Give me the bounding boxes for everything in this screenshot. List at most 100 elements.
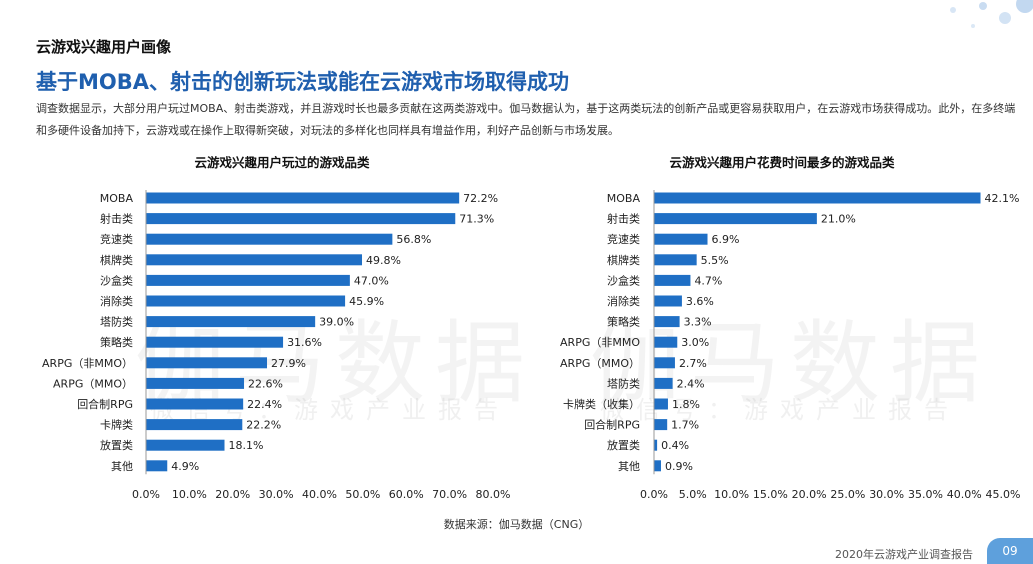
bar-11: [654, 419, 668, 431]
bar-6: [654, 316, 680, 328]
bar-12: [654, 439, 658, 451]
value-label: 0.9%: [665, 460, 693, 473]
value-label: 2.4%: [677, 377, 705, 390]
x-tick-label: 10.0%: [172, 488, 207, 501]
value-label: 49.8%: [366, 254, 401, 267]
value-label: 72.2%: [463, 192, 498, 205]
category-label: 放置类: [607, 438, 640, 452]
category-label: 其他: [618, 460, 640, 473]
section-title: 云游戏兴趣用户画像: [36, 38, 172, 56]
chart-title: 云游戏兴趣用户花费时间最多的游戏品类: [669, 155, 895, 170]
value-label: 21.0%: [821, 213, 856, 226]
report-title: 2020年云游戏产业调查报告: [835, 548, 973, 561]
value-label: 39.0%: [319, 316, 354, 329]
x-tick-label: 35.0%: [908, 488, 943, 501]
bar-0: [146, 192, 460, 204]
value-label: 6.9%: [712, 233, 740, 246]
bar-3: [654, 254, 697, 266]
bar-12: [146, 439, 225, 451]
x-tick-label: 10.0%: [714, 488, 749, 501]
category-label: 卡牌类: [100, 418, 133, 432]
x-tick-label: 30.0%: [869, 488, 904, 501]
x-tick-label: 20.0%: [792, 488, 827, 501]
value-label: 4.9%: [171, 460, 199, 473]
x-tick-label: 15.0%: [753, 488, 788, 501]
bar-8: [654, 357, 675, 369]
category-label: 其他: [111, 460, 133, 473]
category-label: MOBA: [100, 192, 134, 205]
category-label: ARPG（非MMO: [560, 336, 640, 349]
x-tick-label: 45.0%: [986, 488, 1021, 501]
category-label: 棋牌类: [100, 253, 133, 267]
bar-8: [146, 357, 268, 369]
bar-3: [146, 254, 363, 266]
bar-5: [654, 295, 682, 307]
value-label: 22.4%: [247, 398, 282, 411]
category-label: 放置类: [100, 438, 133, 452]
x-tick-label: 0.0%: [132, 488, 160, 501]
x-tick-label: 30.0%: [259, 488, 294, 501]
value-label: 4.7%: [694, 274, 722, 287]
value-label: 22.2%: [246, 419, 281, 432]
x-tick-label: 20.0%: [215, 488, 250, 501]
category-label: 卡牌类（收集）: [563, 397, 640, 411]
page-number-badge: 09: [987, 538, 1033, 564]
bar-13: [146, 460, 168, 472]
bar-9: [654, 377, 673, 389]
value-label: 18.1%: [229, 439, 264, 452]
category-label: 回合制RPG: [584, 418, 640, 432]
bar-0: [654, 192, 981, 204]
intro-paragraph: 调查数据显示，大部分用户玩过MOBA、射击类游戏，并且游戏时长也最多贡献在这两类…: [36, 102, 1016, 137]
chart-most-time-categories: 云游戏兴趣用户花费时间最多的游戏品类 MOBA 42.1% 射击类 21.0% 竞速类 6.…: [520, 150, 1033, 510]
value-label: 3.6%: [686, 295, 714, 308]
category-label: ARPG（MMO）: [560, 357, 640, 370]
x-tick-label: 80.0%: [476, 488, 511, 501]
value-label: 3.3%: [684, 316, 712, 329]
category-label: 沙盒类: [100, 273, 133, 287]
x-tick-label: 40.0%: [947, 488, 982, 501]
value-label: 71.3%: [459, 213, 494, 226]
category-label: 塔防类: [100, 315, 133, 329]
bar-4: [146, 274, 350, 286]
bar-9: [146, 377, 245, 389]
x-tick-label: 0.0%: [640, 488, 668, 501]
category-label: 消除类: [100, 294, 133, 308]
value-label: 22.6%: [248, 377, 283, 390]
category-label: MOBA: [607, 192, 641, 205]
category-label: 回合制RPG: [77, 397, 133, 411]
bar-10: [654, 398, 668, 410]
value-label: 45.9%: [349, 295, 384, 308]
page-headline: 基于MOBA、射击的创新玩法或能在云游戏市场取得成功: [36, 70, 570, 94]
bar-2: [654, 233, 708, 245]
bar-7: [654, 336, 678, 348]
value-label: 1.8%: [672, 398, 700, 411]
value-label: 31.6%: [287, 336, 322, 349]
value-label: 0.4%: [661, 439, 689, 452]
x-tick-label: 50.0%: [345, 488, 380, 501]
bar-10: [146, 398, 244, 410]
x-tick-label: 5.0%: [679, 488, 707, 501]
x-tick-label: 40.0%: [302, 488, 337, 501]
bar-1: [146, 213, 456, 225]
value-label: 42.1%: [985, 192, 1020, 205]
bar-2: [146, 233, 393, 245]
category-label: 射击类: [607, 212, 640, 226]
value-label: 2.7%: [679, 357, 707, 370]
bar-6: [146, 316, 316, 328]
category-label: 射击类: [100, 212, 133, 226]
value-label: 27.9%: [271, 357, 306, 370]
decorative-dots: [950, 0, 1033, 28]
bar-4: [654, 274, 691, 286]
data-source: 数据来源：伽马数据（CNG）: [443, 518, 590, 531]
category-label: 消除类: [607, 294, 640, 308]
bar-11: [146, 419, 243, 431]
bar-1: [654, 213, 817, 225]
category-label: 沙盒类: [607, 273, 640, 287]
value-label: 5.5%: [701, 254, 729, 267]
category-label: 塔防类: [607, 376, 640, 390]
category-label: 棋牌类: [607, 253, 640, 267]
x-tick-label: 70.0%: [432, 488, 467, 501]
chart-title: 云游戏兴趣用户玩过的游戏品类: [194, 155, 370, 170]
chart-played-svg: 云游戏兴趣用户玩过的游戏品类 MOBA 72.2% 射击类 71.3% 竞速类 56.8% 棋…: [42, 155, 511, 501]
category-label: 策略类: [100, 335, 133, 349]
